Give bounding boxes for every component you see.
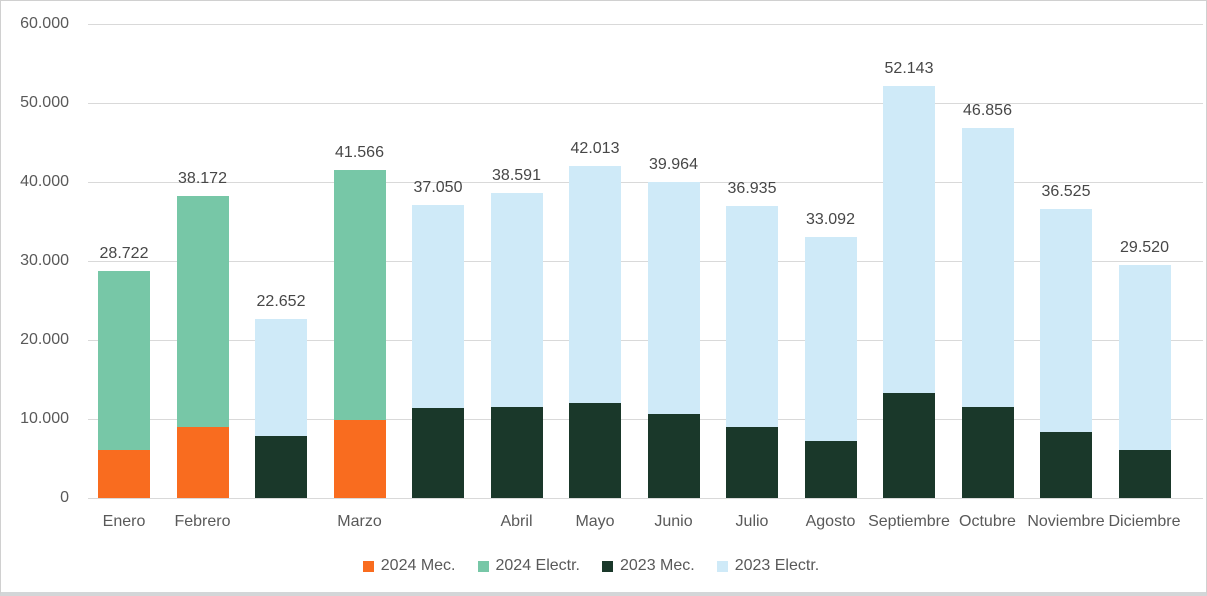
bar-segment-2024-mec- — [176, 426, 229, 498]
bar-segment-2023-mec- — [490, 407, 543, 498]
bar-segment-2023-electr- — [961, 127, 1014, 408]
bar-segment-2023-electr- — [726, 206, 778, 427]
bar-segment-2023-mec- — [1040, 431, 1092, 498]
bar-total-label: 37.050 — [413, 179, 463, 197]
y-axis-tick — [88, 340, 96, 341]
bar-total-label: 52.143 — [884, 60, 934, 78]
bar-total-label: 38.172 — [178, 170, 227, 188]
y-axis-tick — [88, 182, 96, 183]
bar-total-label: 38.591 — [492, 167, 541, 185]
bar-segment-2023-mec- — [804, 441, 857, 498]
legend-item-2023-mec-: 2023 Mec. — [602, 557, 695, 575]
bar-total-label: 22.652 — [256, 293, 306, 311]
bar-segment-2023-mec- — [412, 407, 464, 498]
x-axis-label-enero: Enero — [102, 513, 146, 530]
bar-total-label: 29.520 — [1120, 238, 1169, 256]
y-axis-tick — [88, 103, 96, 104]
bar-total-label: 39.964 — [649, 156, 698, 174]
legend-item-2024-electr-: 2024 Electr. — [477, 557, 581, 575]
legend-label: 2024 Mec. — [380, 557, 456, 574]
y-gridline — [96, 24, 1203, 25]
x-axis-label-diciembre: Diciembre — [1108, 513, 1181, 530]
bar-segment-2023-electr- — [883, 86, 935, 393]
y-axis-tick-label: 60.000 — [20, 15, 69, 32]
bar-segment-2023-mec- — [883, 392, 935, 498]
legend: 2024 Mec. 2024 Electr. 2023 Mec. 2023 Elect… — [1, 553, 1181, 579]
bar-segment-2023-electr- — [569, 166, 621, 404]
bar-segment-2024-electr- — [333, 169, 386, 420]
y-axis-tick-label: 30.000 — [20, 252, 69, 269]
legend-swatch-2023-mec- — [602, 560, 613, 572]
bar-segment-2023-mec- — [1118, 449, 1171, 498]
x-axis-label-junio: Junio — [654, 513, 693, 530]
y-axis-tick — [88, 498, 96, 499]
bar-total-label: 28.722 — [99, 245, 149, 263]
bar-total-label: 41.566 — [335, 143, 384, 161]
legend-label: 2023 Electr. — [734, 557, 820, 574]
bar-segment-2023-electr- — [255, 319, 307, 437]
x-axis-label-marzo: Marzo — [337, 513, 382, 530]
bar-segment-2024-electr- — [176, 196, 229, 427]
bar-total-label: 36.935 — [727, 180, 777, 198]
bar-segment-2023-electr- — [1118, 264, 1171, 450]
bar-segment-2024-mec- — [98, 449, 150, 498]
legend-label: 2023 Mec. — [620, 557, 695, 574]
x-axis-label-agosto: Agosto — [805, 513, 856, 530]
bar-segment-2023-mec- — [647, 414, 700, 498]
y-axis-tick — [88, 24, 96, 25]
y-axis-tick — [88, 261, 96, 262]
legend-swatch-2024-mec- — [362, 560, 374, 572]
x-axis-label-febrero: Febrero — [174, 513, 231, 530]
x-axis-label-abril: Abril — [500, 513, 533, 530]
x-axis-label-mayo: Mayo — [575, 513, 615, 530]
x-axis-label-julio: Julio — [735, 513, 769, 530]
legend-label: 2024 Electr. — [495, 557, 581, 574]
bar-total-label: 42.013 — [570, 140, 620, 158]
bar-total-label: 36.525 — [1041, 183, 1091, 201]
bar-segment-2023-mec- — [961, 407, 1014, 498]
bar-segment-2023-mec- — [726, 426, 778, 498]
x-axis-label-noviembre: Noviembre — [1027, 513, 1105, 530]
x-axis-label-septiembre: Septiembre — [868, 513, 950, 530]
x-axis-label-octubre: Octubre — [959, 513, 1016, 530]
bar-segment-2023-mec- — [255, 436, 307, 498]
y-gridline — [96, 498, 1203, 499]
bar-segment-2023-electr- — [1040, 209, 1092, 432]
y-axis-tick-label: 10.000 — [20, 410, 69, 427]
bar-total-label: 46.856 — [963, 101, 1012, 119]
y-gridline — [96, 103, 1203, 104]
bar-segment-2023-mec- — [569, 403, 621, 498]
legend-item-2024-mec-: 2024 Mec. — [362, 557, 456, 575]
bar-segment-2024-electr- — [98, 271, 150, 450]
legend-swatch-2024-electr- — [477, 560, 489, 572]
bar-segment-2023-electr- — [647, 182, 700, 415]
legend-swatch-2023-electr- — [716, 560, 728, 572]
y-axis-tick-label: 20.000 — [20, 331, 69, 348]
bar-total-label: 33.092 — [806, 210, 855, 228]
y-axis-tick-label: 0 — [60, 489, 69, 506]
bar-segment-2024-mec- — [333, 419, 386, 498]
y-axis-tick-label: 40.000 — [20, 173, 69, 190]
bar-segment-2023-electr- — [490, 193, 543, 408]
bar-segment-2023-electr- — [412, 205, 464, 408]
y-axis-tick — [88, 419, 96, 420]
y-axis-tick-label: 50.000 — [20, 94, 69, 111]
legend-item-2023-electr-: 2023 Electr. — [716, 557, 820, 575]
bar-segment-2023-electr- — [804, 236, 857, 442]
